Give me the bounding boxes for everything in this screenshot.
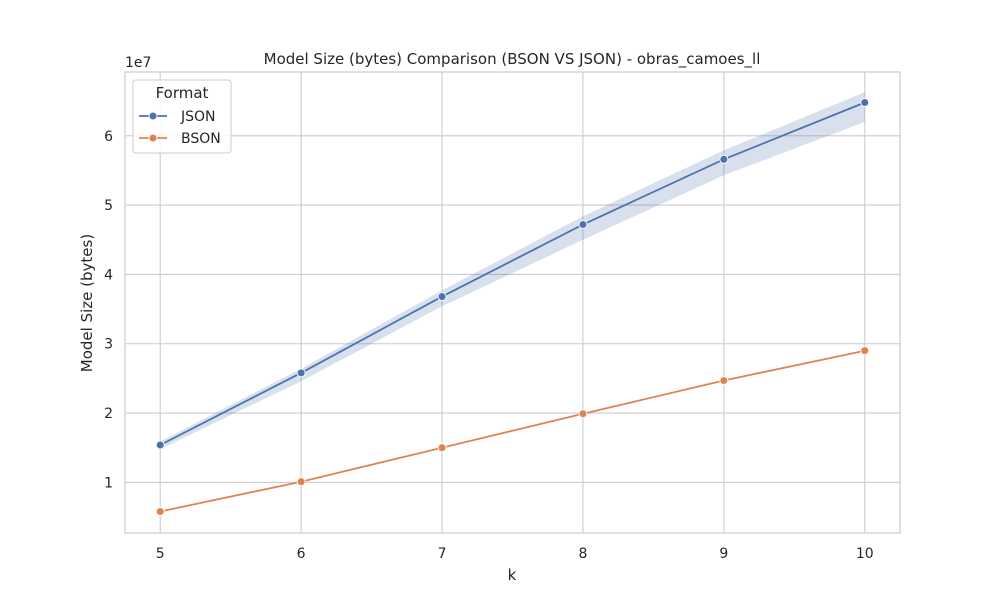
x-tick-label: 7 xyxy=(438,546,447,562)
legend-swatch-marker-bson xyxy=(148,133,158,143)
x-tick-label: 5 xyxy=(156,546,165,562)
y-tick-label: 5 xyxy=(104,198,113,214)
data-point-json xyxy=(860,98,870,107)
data-point-bson xyxy=(437,443,447,453)
legend-box xyxy=(132,79,232,154)
data-point-json xyxy=(578,220,588,229)
y-offset-label: 1e7 xyxy=(125,55,151,71)
series-line-json xyxy=(159,101,866,446)
data-point-json xyxy=(719,154,729,164)
y-tick-label: 3 xyxy=(104,337,113,353)
data-point-json xyxy=(437,292,447,302)
data-point-bson xyxy=(719,376,729,385)
x-axis-label: k xyxy=(508,566,517,584)
y-tick-label: 6 xyxy=(104,129,113,145)
series-lines xyxy=(159,101,866,513)
data-point-bson xyxy=(578,409,588,419)
legend-entry-json: JSON xyxy=(180,109,216,125)
confidence-band-json xyxy=(160,92,865,450)
data-point-bson xyxy=(155,507,165,516)
y-tick-label: 4 xyxy=(104,267,113,283)
data-point-bson xyxy=(860,346,870,356)
chart-title: Model Size (bytes) Comparison (BSON VS J… xyxy=(264,50,761,69)
y-tick-label: 1 xyxy=(104,475,113,491)
legend: Format JSON BSON xyxy=(132,79,232,154)
legend-entry-bson: BSON xyxy=(181,131,221,147)
data-point-json xyxy=(296,368,306,378)
tick-labels: 5 6 7 8 9 10 1 2 3 4 5 6 xyxy=(104,129,874,562)
x-tick-label: 9 xyxy=(719,546,728,562)
series-markers xyxy=(155,98,870,516)
confidence-bands xyxy=(160,92,865,450)
y-axis-label: Model Size (bytes) xyxy=(78,234,96,372)
x-tick-label: 8 xyxy=(578,546,587,562)
x-tick-label: 6 xyxy=(297,546,306,562)
series-line-bson xyxy=(160,349,865,513)
y-tick-label: 2 xyxy=(104,406,113,422)
legend-title: Format xyxy=(156,84,209,102)
grid xyxy=(125,72,900,533)
data-point-bson xyxy=(296,477,306,487)
x-tick-label: 10 xyxy=(856,546,874,562)
legend-swatch-marker-json xyxy=(148,111,158,121)
data-point-json xyxy=(155,440,165,450)
plot-frame xyxy=(124,71,901,534)
